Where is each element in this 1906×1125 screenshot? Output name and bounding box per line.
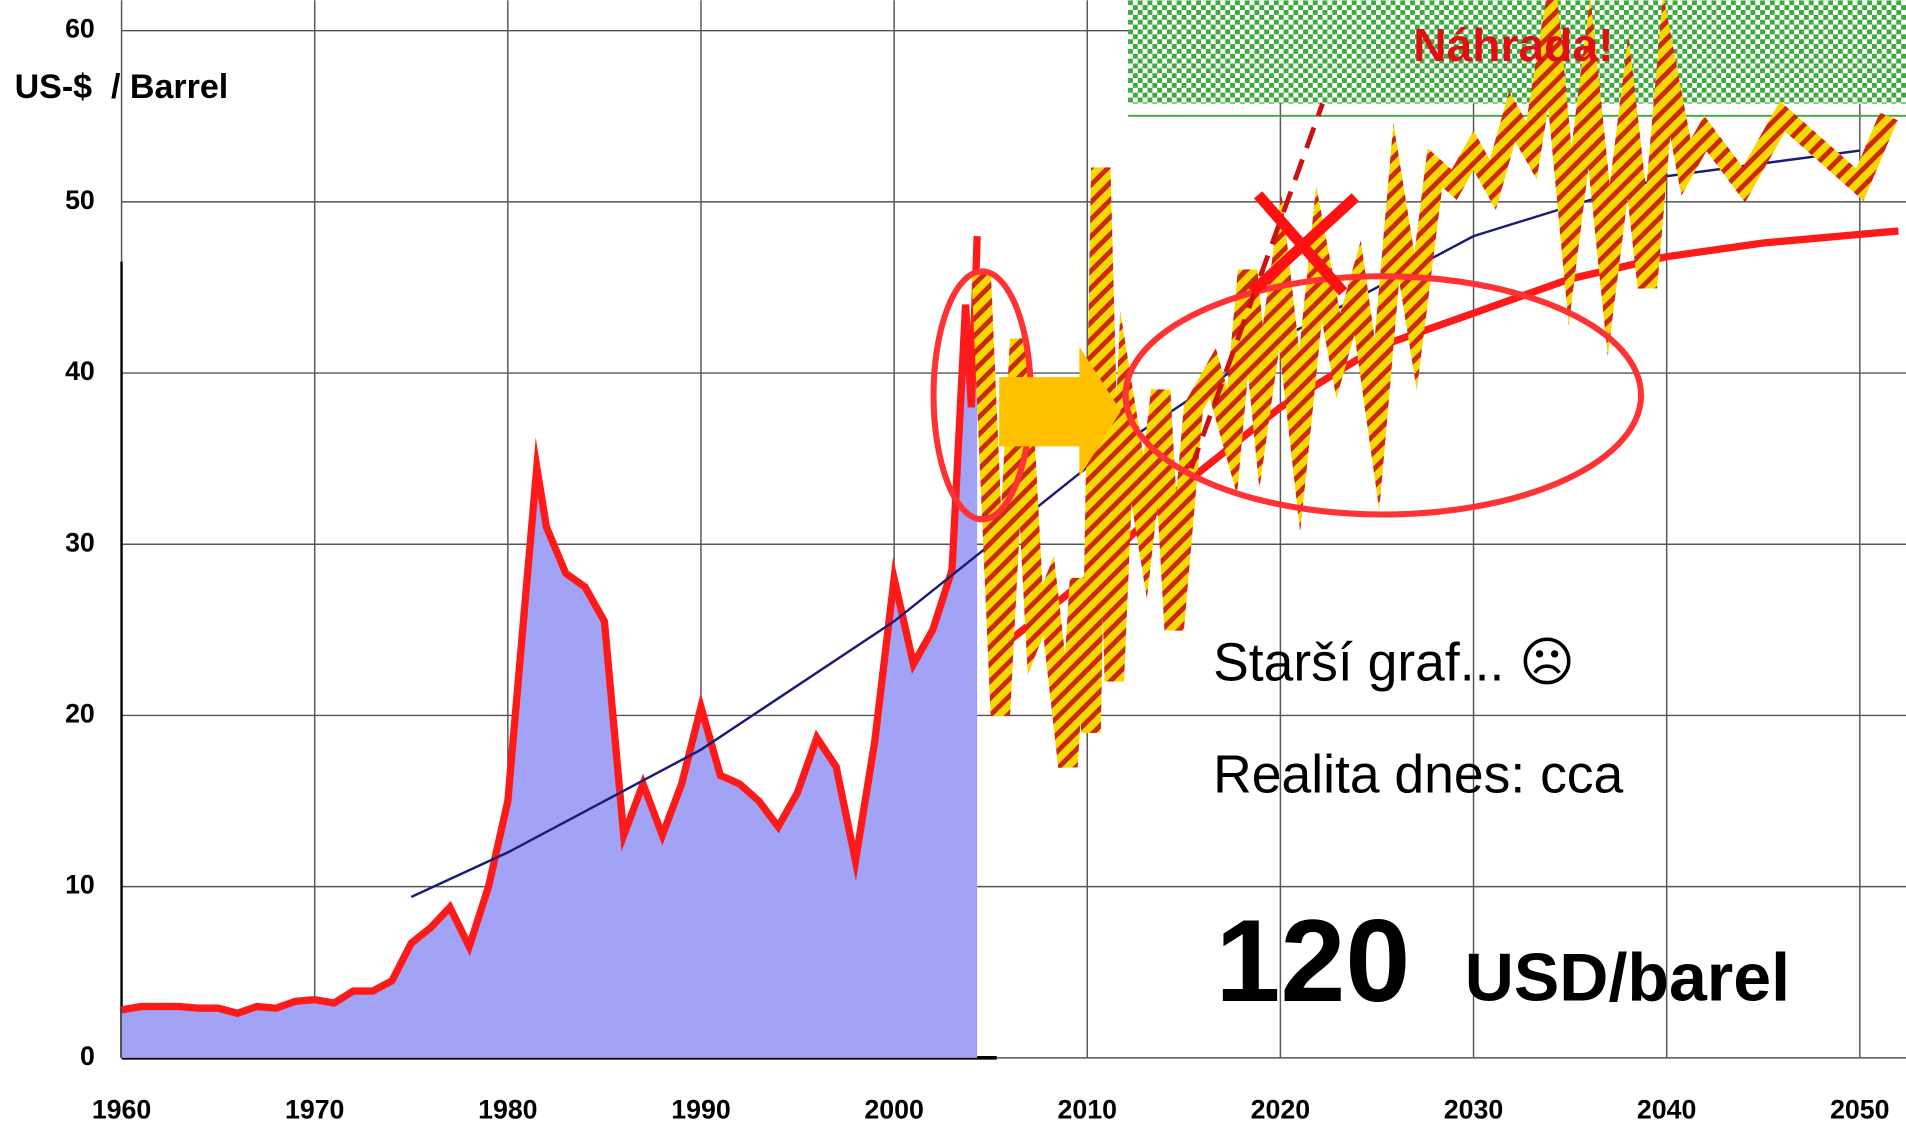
annotation: 120 — [1216, 895, 1411, 1026]
y-tick-label: 10 — [65, 870, 95, 900]
dashed-line — [1188, 102, 1325, 470]
y-axis-label: US-$ / Barrel — [15, 68, 229, 106]
x-tick-label: 2000 — [864, 1094, 923, 1124]
x-tick-label: 2030 — [1444, 1094, 1503, 1124]
scenario-line — [971, 0, 1898, 768]
x-tick-label: 2010 — [1058, 1094, 1117, 1124]
x-tick-label: 1980 — [478, 1094, 537, 1124]
y-tick-label: 50 — [65, 185, 95, 215]
y-tick-label: 20 — [65, 699, 95, 729]
replacement-zone — [1128, 0, 1906, 104]
area — [121, 236, 978, 1058]
y-tick-label: 30 — [65, 527, 95, 557]
x-tick-label: 2020 — [1251, 1094, 1310, 1124]
price-line — [120, 235, 981, 1018]
x-tick-label: 2050 — [1830, 1094, 1889, 1124]
highlight-ellipse — [1122, 273, 1645, 518]
y-tick-label: 40 — [65, 356, 95, 386]
x-tick-label: 2040 — [1637, 1094, 1696, 1124]
y-tick-label: 60 — [65, 14, 95, 44]
x-tick-label: 1970 — [285, 1094, 344, 1124]
cross — [1248, 191, 1360, 297]
x-tick-label: 1990 — [671, 1094, 730, 1124]
arrow — [999, 346, 1121, 477]
annotation: Starší graf... ☹ — [1213, 634, 1575, 693]
annotation: USD/barel — [1465, 939, 1790, 1015]
annotation: Realita dnes: cca — [1213, 745, 1623, 804]
annotation: Náhrada! — [1413, 19, 1613, 71]
y-tick-label: 0 — [80, 1041, 95, 1071]
x-tick-label: 1960 — [92, 1094, 151, 1124]
